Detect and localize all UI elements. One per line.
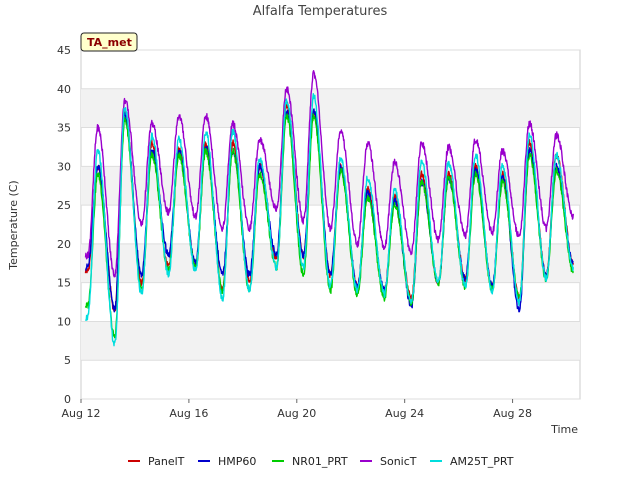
y-tick-label: 20 — [57, 238, 71, 251]
y-tick-label: 15 — [57, 277, 71, 290]
series-line-am25t-prt — [84, 92, 574, 347]
series-line-sonict — [84, 69, 574, 278]
y-tick-label: 35 — [57, 122, 71, 135]
legend-label-am25t-prt: AM25T_PRT — [450, 455, 514, 468]
legend-label-hmp60: HMP60 — [218, 455, 256, 468]
badge-label: TA_met — [87, 36, 132, 49]
grid-band — [81, 88, 580, 128]
x-tick-label: Aug 24 — [385, 407, 424, 420]
y-tick-label: 30 — [57, 160, 71, 173]
y-tick-label: 45 — [57, 44, 71, 57]
legend: PanelT HMP60 NR01_PRT SonicT AM25T_PRT — [128, 455, 514, 468]
plot-background-bands — [80, 49, 581, 400]
x-axis-ticks: Aug 12 Aug 16 Aug 20 Aug 24 Aug 28 — [62, 399, 532, 420]
series-layer — [84, 69, 574, 347]
y-tick-label: 40 — [57, 83, 71, 96]
x-tick-label: Aug 16 — [169, 407, 208, 420]
y-tick-label: 10 — [57, 315, 71, 328]
ta-met-badge: TA_met — [80, 32, 138, 52]
legend-label-nr01-prt: NR01_PRT — [292, 455, 348, 468]
x-tick-label: Aug 12 — [62, 407, 101, 420]
y-tick-label: 0 — [64, 393, 71, 406]
legend-label-sonict: SonicT — [380, 455, 417, 468]
x-tick-label: Aug 20 — [277, 407, 316, 420]
grid-band — [81, 321, 580, 361]
x-axis-label: Time — [550, 423, 578, 436]
y-axis-label: Temperature (C) — [7, 180, 20, 270]
chart-title: Alfalfa Temperatures — [253, 4, 388, 19]
y-tick-label: 5 — [64, 354, 71, 367]
x-tick-label: Aug 28 — [493, 407, 532, 420]
y-axis-ticks: 0 5 10 15 20 25 30 35 40 45 — [57, 44, 71, 406]
legend-label-panelt: PanelT — [148, 455, 185, 468]
badge-box — [80, 32, 138, 52]
y-tick-label: 25 — [57, 199, 71, 212]
